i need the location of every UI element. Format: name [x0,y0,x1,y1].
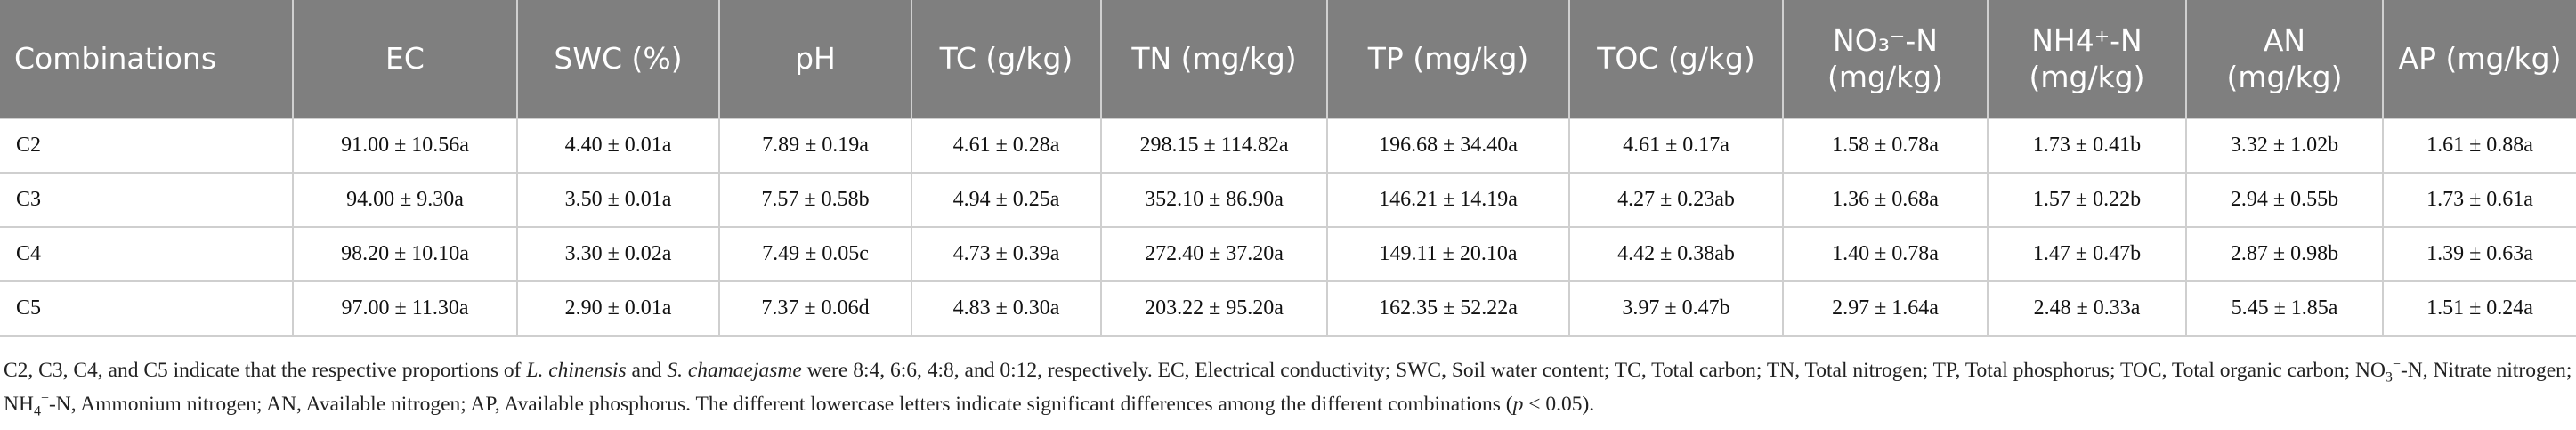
table-row: C5 97.00 ± 11.30a 2.90 ± 0.01a 7.37 ± 0.06d… [0,280,2576,337]
p-symbol: p [1512,392,1524,416]
table-cell: 4.61 ± 0.17a [1568,118,1784,174]
species-name: L. chinensis [526,359,627,382]
table-cell: 162.35 ± 52.22a [1326,280,1570,337]
column-header: TC (g/kg) [911,0,1101,118]
table-cell: 5.45 ± 1.85a [2185,280,2384,337]
table-cell: 4.40 ± 0.01a [516,118,720,174]
table-cell: 1.58 ± 0.78a [1782,118,1989,174]
table-cell: 1.61 ± 0.88a [2382,118,2576,174]
subscript: 4 [33,403,41,419]
species-name: S. chamaejasme [667,359,802,382]
table-cell: 1.73 ± 0.61a [2382,172,2576,228]
table-cell: 1.40 ± 0.78a [1782,226,1989,282]
subscript: 3 [2385,369,2393,385]
table-cell: 196.68 ± 34.40a [1326,118,1570,174]
footnote: C2, C3, C4, and C5 indicate that the res… [0,354,2576,421]
table-cell: 4.83 ± 0.30a [911,280,1102,337]
footnote-text: -N, Nitrate nitrogen; NH [4,359,2572,416]
footnote-text: and [626,359,668,382]
table-cell: 4.73 ± 0.39a [911,226,1102,282]
table-cell: 2.48 ± 0.33a [1987,280,2187,337]
table-row: C4 98.20 ± 10.10a 3.30 ± 0.02a 7.49 ± 0.05c… [0,226,2576,282]
row-label: C4 [0,226,294,282]
column-header: SWC (%) [516,0,719,118]
footnote-text: < 0.05). [1523,392,1595,416]
table-cell: 3.30 ± 0.02a [516,226,720,282]
table-cell: 2.94 ± 0.55b [2185,172,2384,228]
table-cell: 272.40 ± 37.20a [1100,226,1328,282]
table-cell: 4.61 ± 0.28a [911,118,1102,174]
table-row: C3 94.00 ± 9.30a 3.50 ± 0.01a 7.57 ± 0.58b 4… [0,172,2576,228]
table-cell: 2.97 ± 1.64a [1782,280,1989,337]
superscript: + [40,390,49,406]
table-cell: 352.10 ± 86.90a [1100,172,1328,228]
row-label: C2 [0,118,294,174]
table-cell: 91.00 ± 10.56a [292,118,518,174]
table-cell: 7.49 ± 0.05c [718,226,912,282]
table-cell: 3.97 ± 0.47b [1568,280,1784,337]
superscript: − [2392,357,2401,373]
column-header: AP (mg/kg) [2382,0,2576,118]
header-row: Combinations EC SWC (%) pH TC (g/kg) TN (mg/k… [0,0,2576,118]
column-header: TP (mg/kg) [1326,0,1569,118]
table-cell: 298.15 ± 114.82a [1100,118,1328,174]
column-header: TN (mg/kg) [1100,0,1327,118]
table-cell: 149.11 ± 20.10a [1326,226,1570,282]
column-header: Combinations [0,0,293,118]
table-cell: 4.94 ± 0.25a [911,172,1102,228]
table-cell: 7.89 ± 0.19a [718,118,912,174]
table-cell: 3.50 ± 0.01a [516,172,720,228]
table-body: C2 91.00 ± 10.56a 4.40 ± 0.01a 7.89 ± 0.19a… [0,118,2576,337]
table-cell: 2.87 ± 0.98b [2185,226,2384,282]
column-header: EC [292,0,517,118]
table-cell: 1.57 ± 0.22b [1987,172,2187,228]
row-label: C3 [0,172,294,228]
table-cell: 146.21 ± 14.19a [1326,172,1570,228]
column-header: TOC (g/kg) [1568,0,1783,118]
table-cell: 4.42 ± 0.38ab [1568,226,1784,282]
column-header: pH [718,0,911,118]
table-row: C2 91.00 ± 10.56a 4.40 ± 0.01a 7.89 ± 0.19a… [0,118,2576,174]
table-cell: 7.57 ± 0.58b [718,172,912,228]
table-cell: 4.27 ± 0.23ab [1568,172,1784,228]
table-cell: 1.47 ± 0.47b [1987,226,2187,282]
column-header: NH4⁺-N (mg/kg) [1987,0,2186,118]
data-table: Combinations EC SWC (%) pH TC (g/kg) TN (mg/k… [0,0,2576,337]
table-cell: 1.51 ± 0.24a [2382,280,2576,337]
table-cell: 98.20 ± 10.10a [292,226,518,282]
table-cell: 7.37 ± 0.06d [718,280,912,337]
footnote-text: -N, Ammonium nitrogen; AN, Available nit… [48,392,1513,416]
footnote-text: C2, C3, C4, and C5 indicate that the res… [4,359,527,382]
table-cell: 94.00 ± 9.30a [292,172,518,228]
table-cell: 1.36 ± 0.68a [1782,172,1989,228]
table-cell: 2.90 ± 0.01a [516,280,720,337]
table-cell: 203.22 ± 95.20a [1100,280,1328,337]
table-cell: 1.73 ± 0.41b [1987,118,2187,174]
table-cell: 97.00 ± 11.30a [292,280,518,337]
column-header: AN (mg/kg) [2185,0,2383,118]
table-cell: 1.39 ± 0.63a [2382,226,2576,282]
table-cell: 3.32 ± 1.02b [2185,118,2384,174]
footnote-text: were 8:4, 6:6, 4:8, and 0:12, respective… [801,359,2386,382]
column-header: NO₃⁻-N (mg/kg) [1782,0,1988,118]
row-label: C5 [0,280,294,337]
